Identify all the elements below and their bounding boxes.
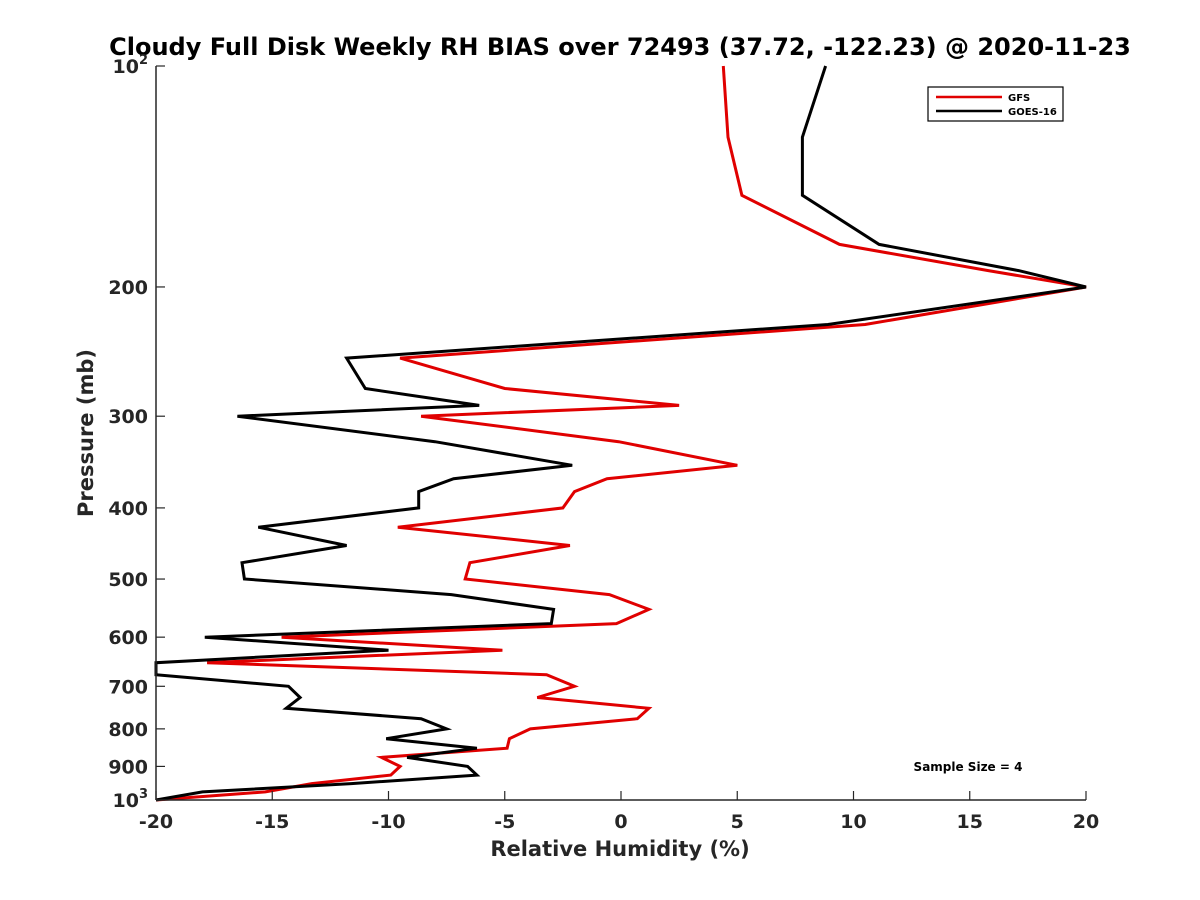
x-tick-label: -15 — [255, 811, 289, 833]
x-tick-label: -20 — [139, 811, 173, 833]
y-tick-label: 900 — [108, 756, 148, 778]
y-axis-label: Pressure (mb) — [74, 349, 98, 517]
series-line-gfs — [155, 65, 1087, 802]
series-line-goes-16 — [154, 65, 1087, 802]
y-tick-label: 600 — [108, 627, 148, 649]
series-layer — [154, 65, 1087, 802]
y-tick-label: 200 — [108, 277, 148, 299]
x-axis-label: Relative Humidity (%) — [490, 837, 749, 861]
x-tick-label: 15 — [957, 811, 983, 833]
axes-layer — [155, 66, 1086, 801]
x-tick-label: -5 — [494, 811, 515, 833]
legend: GFS GOES-16 — [927, 86, 1064, 122]
x-tick-label: 0 — [614, 811, 627, 833]
y-tick-power-label: 103 — [113, 787, 149, 812]
x-tick-label: -10 — [371, 811, 405, 833]
x-tick-label: 5 — [731, 811, 744, 833]
y-tick-power-label: 102 — [113, 53, 149, 78]
ticks-layer: -20 -15 -10 -5 0 5 10 15 20 200 300 400 500 600 700 800… — [108, 53, 1099, 833]
chart-title: Cloudy Full Disk Weekly RH BIAS over 724… — [109, 33, 1131, 61]
legend-label: GFS — [1008, 93, 1030, 104]
legend-box — [927, 86, 1064, 122]
sample-size-annotation: Sample Size = 4 — [914, 760, 1023, 774]
y-tick-label: 400 — [108, 498, 148, 520]
y-tick-label: 700 — [108, 676, 148, 698]
y-tick-label: 800 — [108, 719, 148, 741]
y-tick-label: 500 — [108, 569, 148, 591]
legend-label: GOES-16 — [1008, 107, 1057, 118]
x-tick-label: 10 — [840, 811, 866, 833]
x-tick-label: 20 — [1073, 811, 1099, 833]
y-tick-label: 300 — [108, 406, 148, 428]
